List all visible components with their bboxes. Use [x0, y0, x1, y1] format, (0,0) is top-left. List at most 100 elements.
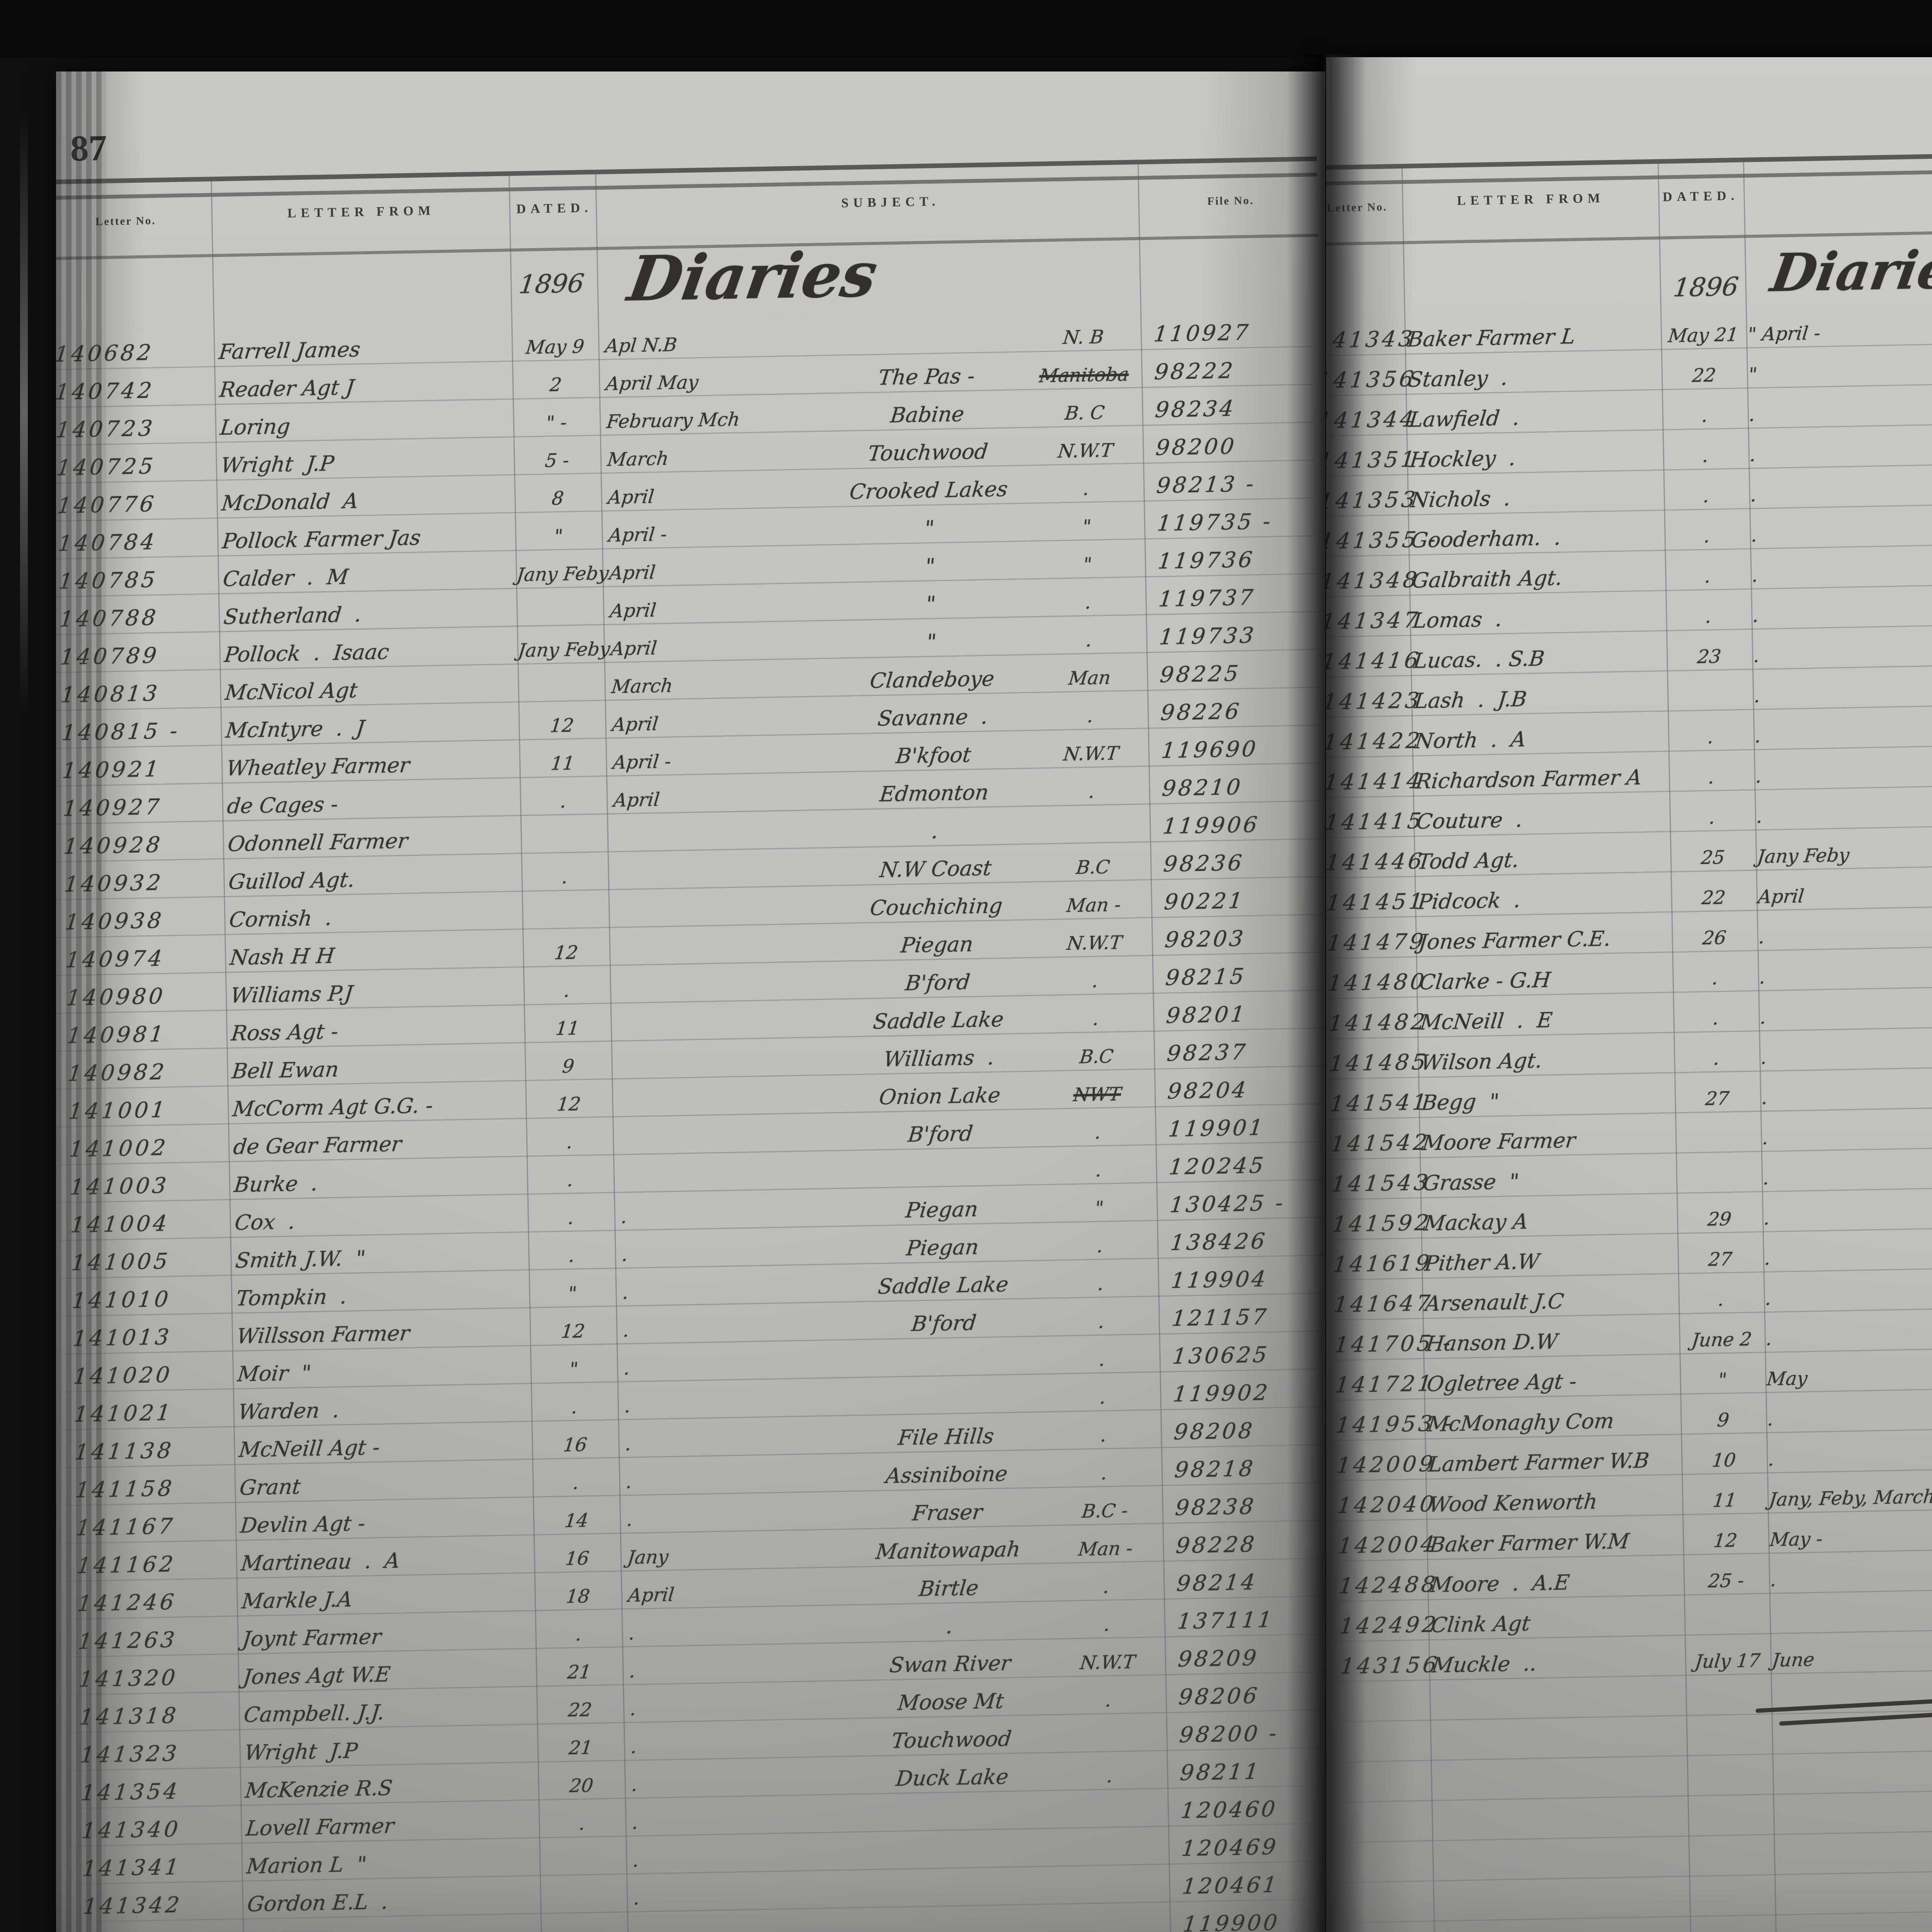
cell-from: de Cages - — [226, 792, 340, 818]
cell-d: 16 — [564, 1547, 590, 1570]
cell-m: . — [1748, 404, 1757, 426]
cell-m: June — [1771, 1649, 1816, 1672]
column-header-dated: DATED. — [516, 201, 593, 216]
column-header-letter-from: LETTER FROM — [1457, 191, 1605, 208]
cell-m: April - — [612, 750, 672, 774]
cell-m: April — [1757, 885, 1805, 908]
cell-d: . — [1701, 445, 1710, 467]
cell-d — [1679, 1189, 1760, 1190]
cell-m: . — [1752, 605, 1760, 627]
cell-m: . — [1764, 1287, 1773, 1310]
cell-d: . — [578, 1813, 587, 1835]
cell-d: . — [560, 866, 569, 888]
cell-from: Couture . — [1415, 807, 1524, 834]
cell-from: Farrell James — [218, 337, 362, 364]
cell-from: Devlin Agt - — [239, 1511, 367, 1538]
cell-m: . — [1752, 645, 1761, 667]
cell-d: . — [1708, 806, 1716, 828]
cell-r: Manitoba — [1038, 363, 1130, 387]
cell-d — [523, 925, 608, 927]
cell-d: . — [565, 1131, 574, 1153]
cell-from: Tompkin . — [235, 1284, 349, 1311]
cell-d: 27 — [1704, 1087, 1730, 1110]
cell-m: . — [623, 1395, 632, 1417]
section-title-diaries: Diaries — [1767, 238, 1932, 304]
cell-from: Markle J.A — [240, 1587, 354, 1614]
cell-r: . — [1097, 1273, 1105, 1295]
cell-from: Wood Kenworth — [1428, 1489, 1599, 1517]
cell-r: Man - — [1065, 894, 1122, 917]
ledger-page-88: 88 Letter No. LETTER FROM DATED. SUBJECT… — [1326, 57, 1932, 1932]
cell-r: " — [1094, 1197, 1105, 1219]
cell-d: 2 — [549, 374, 563, 396]
cell-d: Jany Feby — [517, 638, 611, 662]
cell-d: 22 — [1691, 364, 1717, 387]
cell-r: " — [1082, 553, 1093, 576]
cell-m: . — [1760, 1047, 1768, 1069]
cell-from: Pollock . Isaac — [223, 639, 391, 667]
cell-from: Sutherland . — [222, 602, 363, 629]
cell-from: Bell Ewan — [231, 1057, 340, 1083]
cell-r: . — [1087, 781, 1096, 803]
cell-m: . — [1753, 685, 1762, 707]
cell-d: 22 — [1701, 886, 1727, 909]
cell-m: February Mch — [605, 408, 741, 433]
cell-d: . — [559, 790, 568, 813]
cell-from: Moore Farmer — [1421, 1128, 1577, 1155]
cell-from: Clarke - G.H — [1418, 968, 1552, 995]
column-header-subject: SUBJECT. — [841, 194, 940, 211]
cell-from: McMonaghy Com — [1426, 1408, 1616, 1437]
cell-from: Burke . — [233, 1171, 319, 1197]
cell-from: Nash H H — [228, 943, 336, 970]
cell-from: Hanson D.W — [1425, 1329, 1559, 1356]
cell-d — [519, 698, 604, 699]
cell-d — [541, 1871, 626, 1873]
cell-m: . — [1767, 1448, 1776, 1471]
cell-m: April — [611, 713, 660, 736]
cell-d: . — [1704, 605, 1713, 628]
cell-from: Warden . — [237, 1398, 341, 1424]
cell-m: . — [631, 1811, 639, 1834]
cell-from: Nichols . — [1409, 486, 1512, 512]
cell-r: B. C — [1064, 402, 1106, 425]
cell-from: Marion L " — [245, 1852, 368, 1879]
cell-d: . — [1706, 726, 1715, 748]
cell-r: " — [1081, 515, 1092, 538]
cell-f: 119735 - — [1156, 509, 1274, 536]
cell-m: " April - — [1747, 322, 1821, 345]
cell-d: 21 — [568, 1736, 594, 1759]
cell-m: April — [607, 486, 655, 509]
cell-r: . — [1105, 1765, 1114, 1787]
cell-m: March — [610, 675, 674, 698]
cell-m: . — [629, 1736, 638, 1758]
cell-d: . — [571, 1472, 580, 1494]
cell-p: . — [930, 819, 940, 844]
cell-r: . — [1102, 1576, 1111, 1598]
cell-d: 12 — [1712, 1529, 1738, 1552]
cell-from: Wright J.P — [219, 451, 335, 478]
cell-m: April - — [607, 523, 668, 546]
cell-from: McDonald A — [220, 488, 360, 516]
cell-from: North . A — [1413, 727, 1527, 753]
cell-m: . — [632, 1849, 640, 1872]
cell-d: May 21 — [1667, 324, 1740, 347]
year-heading: 1896 — [517, 268, 586, 299]
cell-m: . — [1761, 1127, 1770, 1149]
cell-d: 25 — [1700, 846, 1726, 869]
cell-from: Jones Agt W.E — [242, 1662, 392, 1689]
book-gutter-shadow — [1287, 54, 1366, 1932]
photo-black-band — [0, 0, 1932, 58]
cell-from: Guillod Agt. — [227, 867, 356, 894]
cell-d: . — [566, 1169, 575, 1191]
cell-r: NWT — [1072, 1083, 1122, 1106]
cell-from: Gooderham. . — [1410, 525, 1563, 553]
cell-m: . — [1755, 765, 1763, 787]
cell-m: . — [629, 1698, 638, 1720]
book-spine-shading — [56, 71, 106, 1932]
cell-from: Moir " — [236, 1361, 313, 1386]
cell-m: May — [1765, 1367, 1809, 1390]
cell-d: 5 - — [544, 449, 570, 472]
cell-f: 98234 — [1154, 396, 1237, 423]
cell-d: June 2 — [1690, 1328, 1753, 1351]
